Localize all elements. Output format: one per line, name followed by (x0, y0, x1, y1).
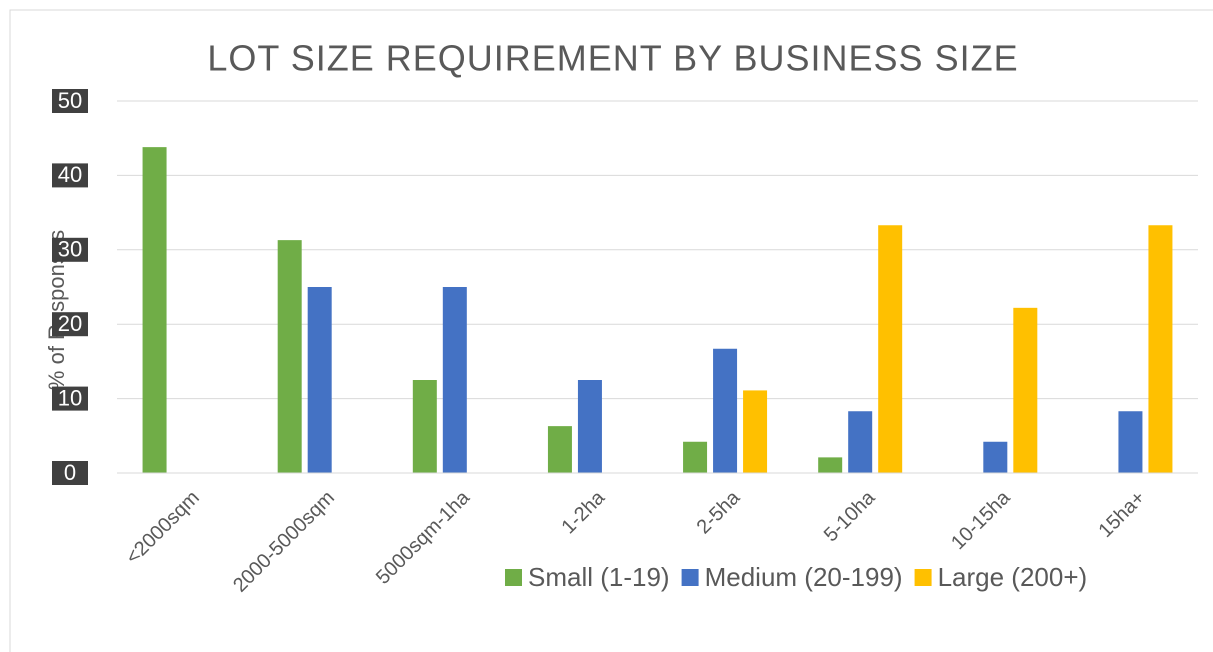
y-tick-label: 50 (58, 88, 82, 113)
y-tick-box (52, 312, 88, 337)
chart-border (9, 9, 1213, 652)
bar (577, 380, 602, 473)
bar (713, 348, 738, 473)
legend-swatch (681, 569, 699, 586)
chart-title: LOT SIZE REQUIREMENT BY BUSINESS SIZE (207, 38, 1018, 79)
bar (848, 411, 873, 473)
legend-label: Large (200+) (938, 562, 1088, 592)
bar (277, 240, 302, 473)
bar (412, 380, 437, 473)
bar (818, 457, 843, 473)
bar (307, 287, 332, 473)
y-tick-label: 30 (58, 237, 82, 262)
bar (1118, 411, 1143, 473)
y-tick-box (52, 461, 88, 485)
legend-label: Medium (20-199) (705, 562, 903, 592)
y-tick-label: 0 (64, 460, 76, 485)
legend-swatch (505, 569, 522, 586)
bar (878, 225, 903, 473)
y-tick-box (52, 386, 88, 411)
bar (547, 426, 572, 473)
y-tick-label: 40 (58, 162, 82, 187)
bar (683, 441, 708, 473)
bar (1013, 307, 1038, 473)
y-tick-box (52, 89, 88, 113)
legend-swatch (914, 569, 932, 586)
bar (983, 441, 1008, 473)
y-tick-box (52, 163, 88, 188)
legend-label: Small (1-19) (528, 562, 670, 592)
bar (743, 390, 768, 473)
bar (1148, 225, 1173, 473)
bar (442, 287, 467, 473)
y-tick-box (52, 237, 88, 262)
y-tick-label: 20 (58, 311, 82, 336)
bar (142, 147, 167, 474)
y-tick-label: 10 (58, 385, 82, 410)
